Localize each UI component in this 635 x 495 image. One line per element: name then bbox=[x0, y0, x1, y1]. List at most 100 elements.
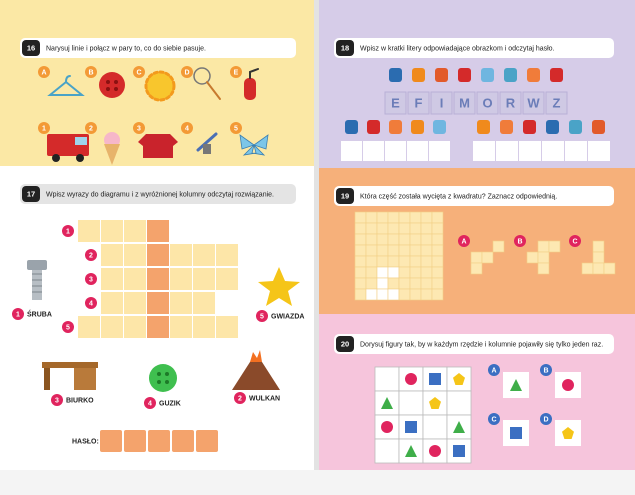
cell bbox=[431, 255, 444, 268]
cell bbox=[124, 292, 146, 314]
word-number: 1 bbox=[16, 311, 20, 318]
cell bbox=[170, 316, 192, 338]
cell bbox=[101, 316, 123, 338]
square-shape bbox=[510, 427, 522, 439]
cell bbox=[420, 211, 433, 224]
letter-box bbox=[545, 91, 568, 115]
answer-box bbox=[588, 141, 610, 161]
letter-box bbox=[476, 91, 499, 115]
answer-box bbox=[565, 141, 587, 161]
piece-cell bbox=[537, 251, 550, 264]
panel-18 bbox=[318, 0, 635, 168]
exercise-number: 18 bbox=[341, 43, 349, 52]
cell bbox=[409, 222, 422, 235]
option-label: D bbox=[184, 69, 189, 76]
option-label: C bbox=[491, 416, 496, 423]
pentagon-shape bbox=[429, 397, 441, 409]
option-label: 4 bbox=[185, 125, 189, 132]
triangle-shape bbox=[453, 421, 465, 433]
cell bbox=[193, 244, 215, 266]
cell bbox=[124, 220, 146, 242]
letter: M bbox=[459, 95, 470, 110]
answer-box bbox=[473, 141, 495, 161]
row-numbers: 1 2 3 4 5 bbox=[62, 225, 97, 333]
cell bbox=[420, 277, 433, 290]
cell bbox=[376, 255, 389, 268]
cell bbox=[354, 233, 367, 246]
square-shape bbox=[405, 421, 417, 433]
picture-icon bbox=[435, 68, 448, 82]
cell bbox=[354, 211, 367, 224]
option-label: E bbox=[234, 69, 239, 76]
option-label: 5 bbox=[234, 125, 238, 132]
piece-cell bbox=[492, 240, 505, 253]
option-label: C bbox=[572, 238, 577, 245]
cell bbox=[78, 316, 100, 338]
cell bbox=[431, 211, 444, 224]
cell bbox=[124, 316, 146, 338]
row-number: 5 bbox=[66, 324, 70, 331]
answer-boxes bbox=[100, 430, 218, 452]
cell bbox=[420, 233, 433, 246]
cell bbox=[354, 255, 367, 268]
picture-icon bbox=[592, 120, 605, 134]
word: ŚRUBA bbox=[27, 309, 52, 318]
option-label: A bbox=[41, 69, 46, 76]
cell bbox=[376, 277, 389, 290]
exercise-number: 19 bbox=[341, 191, 349, 200]
instruction: Dorysuj figury tak, by w każdym rzędzie … bbox=[360, 341, 603, 348]
picture-icon bbox=[367, 120, 380, 134]
exercise-number: 20 bbox=[341, 339, 349, 348]
circle-shape bbox=[562, 379, 574, 391]
cell bbox=[365, 222, 378, 235]
cell bbox=[193, 316, 215, 338]
cell bbox=[365, 233, 378, 246]
cell bbox=[398, 277, 411, 290]
picture-icon bbox=[345, 120, 358, 134]
cell bbox=[398, 211, 411, 224]
pictures-17 bbox=[27, 260, 300, 392]
picture-icon bbox=[527, 68, 540, 82]
letter-box bbox=[522, 91, 545, 115]
cell bbox=[376, 233, 389, 246]
cell bbox=[365, 244, 378, 257]
picture-icon bbox=[550, 68, 563, 82]
letter-box bbox=[407, 91, 430, 115]
square-shape bbox=[429, 373, 441, 385]
letter-box bbox=[384, 91, 407, 115]
cell bbox=[387, 255, 400, 268]
cell bbox=[431, 222, 444, 235]
word: GWIAZDA bbox=[271, 313, 304, 320]
cell bbox=[124, 268, 146, 290]
cell bbox=[409, 244, 422, 257]
option-label: A bbox=[491, 367, 496, 374]
picture-icon bbox=[569, 120, 582, 134]
options-20: A B C D bbox=[488, 364, 552, 425]
instruction: Wpisz w kratki litery odpowiadające obra… bbox=[360, 45, 555, 52]
header-18: 18 Wpisz w kratki litery odpowiadające o… bbox=[334, 38, 614, 58]
cell bbox=[409, 288, 422, 301]
piece-cell bbox=[470, 251, 483, 264]
option-label: B bbox=[88, 69, 93, 76]
cell bbox=[409, 255, 422, 268]
answer-box bbox=[407, 141, 428, 161]
cell bbox=[431, 266, 444, 279]
pentagon-shape bbox=[453, 373, 465, 385]
word: BIURKO bbox=[66, 397, 94, 404]
cell bbox=[365, 211, 378, 224]
header-20: 20 Dorysuj figury tak, by w każdym rzędz… bbox=[334, 334, 614, 354]
word: WULKAN bbox=[249, 395, 280, 402]
piece-cell bbox=[592, 251, 605, 264]
exercise-number: 16 bbox=[27, 43, 35, 52]
cell bbox=[398, 233, 411, 246]
cell bbox=[374, 438, 400, 464]
answer-box bbox=[496, 141, 518, 161]
picture-icon bbox=[412, 68, 425, 82]
picture-icon bbox=[389, 68, 402, 82]
spine bbox=[314, 0, 319, 470]
cell bbox=[216, 268, 238, 290]
cell bbox=[431, 233, 444, 246]
cell bbox=[147, 220, 169, 242]
piece-cell bbox=[537, 262, 550, 275]
